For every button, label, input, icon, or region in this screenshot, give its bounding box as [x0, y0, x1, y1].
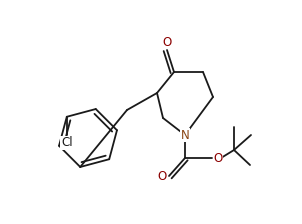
Text: N: N	[181, 129, 189, 142]
Text: O: O	[162, 35, 172, 49]
Text: Cl: Cl	[61, 136, 72, 149]
Text: O: O	[157, 170, 167, 183]
Text: O: O	[214, 151, 223, 164]
